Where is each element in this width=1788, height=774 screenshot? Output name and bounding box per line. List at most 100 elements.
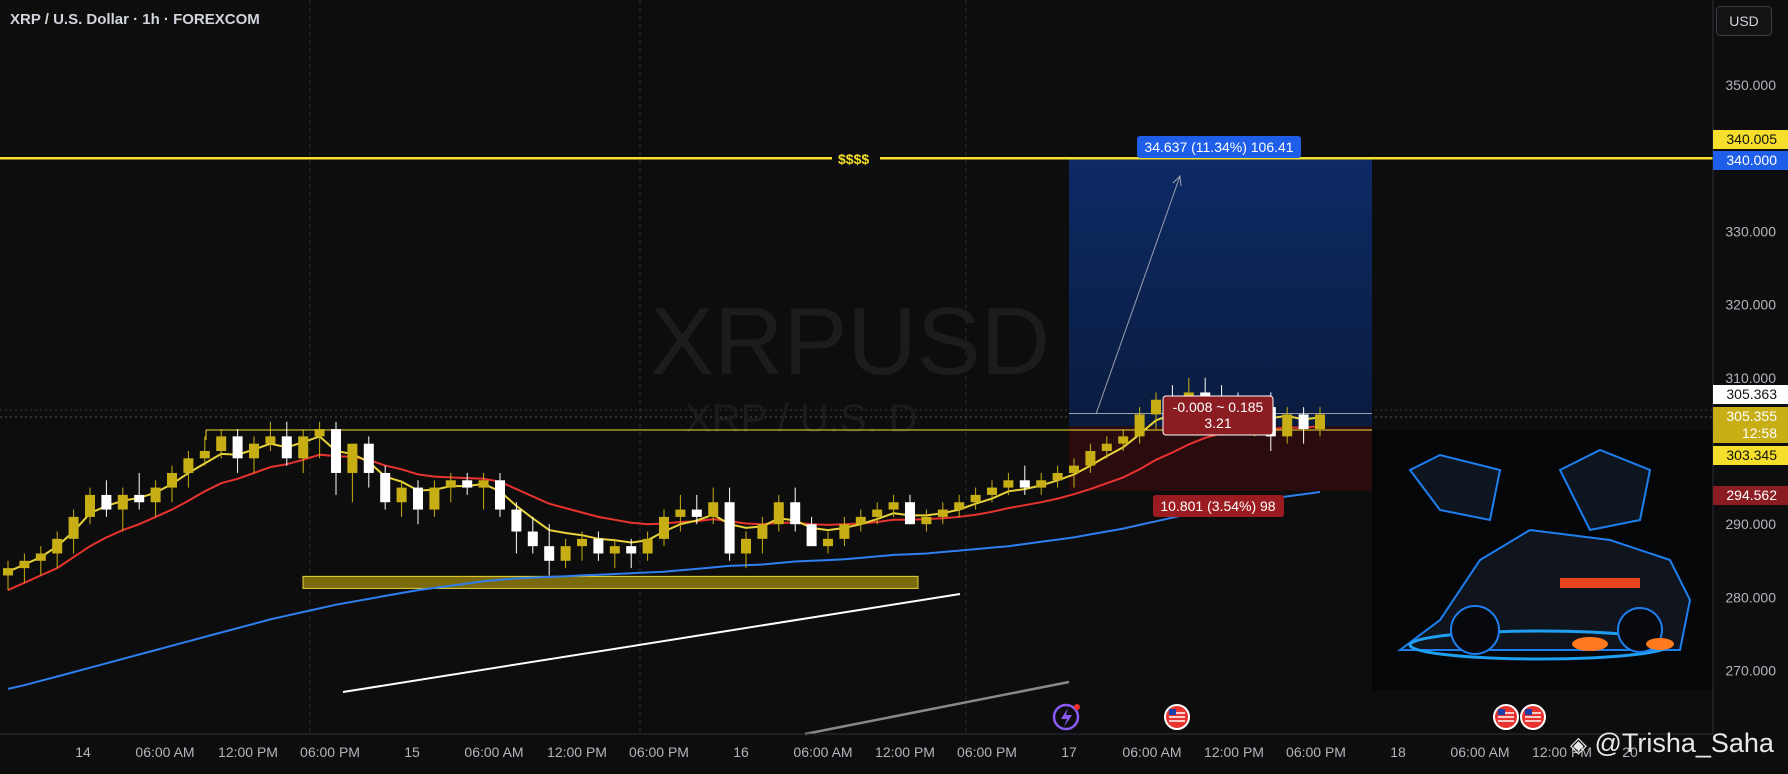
candle-body [19,560,30,569]
candle-body [1052,472,1063,481]
position-zones[interactable] [1069,158,1372,491]
candle-body [1036,480,1047,488]
candle-body [839,524,850,539]
stop-box-label: 10.801 (3.54%) 98 [1160,498,1275,514]
last-price-tag-bg [1713,385,1788,404]
candle-body [478,480,489,488]
candle-body [495,480,505,510]
candle-body [544,546,555,561]
time-tick-label: 20 [1622,744,1638,760]
trendline-lower[interactable] [804,680,1070,736]
candle-body [183,458,194,473]
economic-event-us-1[interactable] [1164,704,1190,730]
candle-body [593,538,604,554]
time-tick-label: 06:00 AM [1450,744,1509,760]
candle-body [1134,414,1145,437]
candle-body [1298,414,1309,430]
candle-body [790,502,801,525]
projection-arrow[interactable] [1095,175,1181,415]
symbol-watermark: XRPUSD XRP / U.S. D [650,288,1050,441]
tradingview-logo-icon: ◈ [1570,732,1587,757]
price-axis[interactable]: 270.000280.000290.000300.000310.000320.0… [1712,0,1788,734]
currency-button[interactable]: USD [1716,6,1772,36]
support-zone[interactable] [302,575,919,589]
entry-price-tag[interactable]: 303.345 [1713,446,1788,465]
time-axis[interactable]: 14 06:00 AM 12:00 PM 06:00 PM 15 06:00 AM 12:0… [0,733,1713,760]
time-tick-label: 14 [75,744,91,760]
price-tick-label: 270.000 [1725,663,1776,679]
candle-body [773,502,784,525]
candle-body [265,436,276,444]
time-tick-label: 12:00 PM [1532,744,1592,760]
target-zone[interactable] [1069,158,1372,427]
candle-body [380,472,391,503]
target-box[interactable] [1137,136,1301,158]
car-door-left [1408,453,1502,522]
time-tick-label: 06:00 AM [793,744,852,760]
candle-body [527,531,538,547]
author-name: @Trisha_Saha [1594,728,1774,758]
candle-body [216,436,227,451]
dividend-event[interactable] [1052,703,1080,731]
watermark-description: XRP / U.S. D [685,397,918,441]
risk-reward-line2: 3.21 [1204,415,1231,431]
target-price-tag[interactable]: 340.000 [1713,151,1788,170]
last-price-tag[interactable]: 305.363 [1713,385,1788,404]
stop-price-tag[interactable]: 294.562 [1713,486,1788,505]
candle-body [823,538,833,547]
event-icons[interactable] [1052,703,1546,731]
risk-reward-line1: -0.008 ~ 0.185 [1173,399,1264,415]
candle-body [1085,451,1096,466]
price-tick-label: 320.000 [1725,297,1776,313]
resistance-price-tag[interactable]: 340.005 [1713,130,1788,149]
target-price-tag-bg [1713,151,1788,170]
candle-body [1003,480,1014,488]
candle-body [298,436,309,459]
flag-canton [1498,709,1505,715]
stop-price-tag-bg [1713,486,1788,505]
countdown-tag-label: 12:58 [1742,425,1777,441]
entry-price-tag-label: 303.345 [1726,447,1777,463]
resistance-label: $$$$ [838,151,869,167]
time-tick-label: 12:00 PM [1204,744,1264,760]
time-tick-label: 12:00 PM [875,744,935,760]
candle-body [691,509,702,517]
candle-body [1019,480,1030,488]
time-tick-label: 06:00 PM [957,744,1017,760]
stop-box[interactable] [1153,495,1284,517]
risk-reward-box[interactable] [1162,395,1274,436]
author-credit: ◈ @Trisha_Saha [1570,728,1774,759]
car-exhaust-fire-2 [1646,638,1674,650]
economic-event-us-3[interactable] [1520,704,1546,730]
position-labels[interactable]: 34.637 (11.34%) 106.41 10.801 (3.54%) 98 -… [1137,136,1301,517]
time-tick-label: 06:00 AM [1122,744,1181,760]
time-tick-label: 16 [733,744,749,760]
candle-body [1151,399,1161,415]
lightning-bolt [1061,708,1072,727]
car-door-right [1558,448,1652,532]
candle-body [577,538,587,547]
lightning-icon [1052,703,1080,731]
trendline-upper[interactable] [342,593,961,693]
current-price-tag[interactable]: 305.355 [1713,407,1788,426]
candle-body [626,546,637,554]
car-taillights [1560,578,1640,588]
candle-body [872,509,883,517]
candle-body [314,429,325,437]
candle-body [134,494,145,503]
time-tick-label: 17 [1061,744,1077,760]
candle-body [560,546,571,561]
countdown-tag[interactable]: 12:58 [1713,425,1788,443]
candle-body [363,443,374,473]
candle-body [1118,436,1129,444]
car-wheel-front [1450,605,1500,655]
resistance-price-tag-label: 340.005 [1726,131,1777,147]
symbol-title[interactable]: XRP / U.S. Dollar · 1h · FOREXCOM [10,11,260,28]
last-price-tag-label: 305.363 [1726,386,1777,402]
candle-body [52,538,63,554]
candle-body [85,494,95,517]
economic-event-us-2[interactable] [1493,704,1519,730]
candle-body [429,487,440,510]
